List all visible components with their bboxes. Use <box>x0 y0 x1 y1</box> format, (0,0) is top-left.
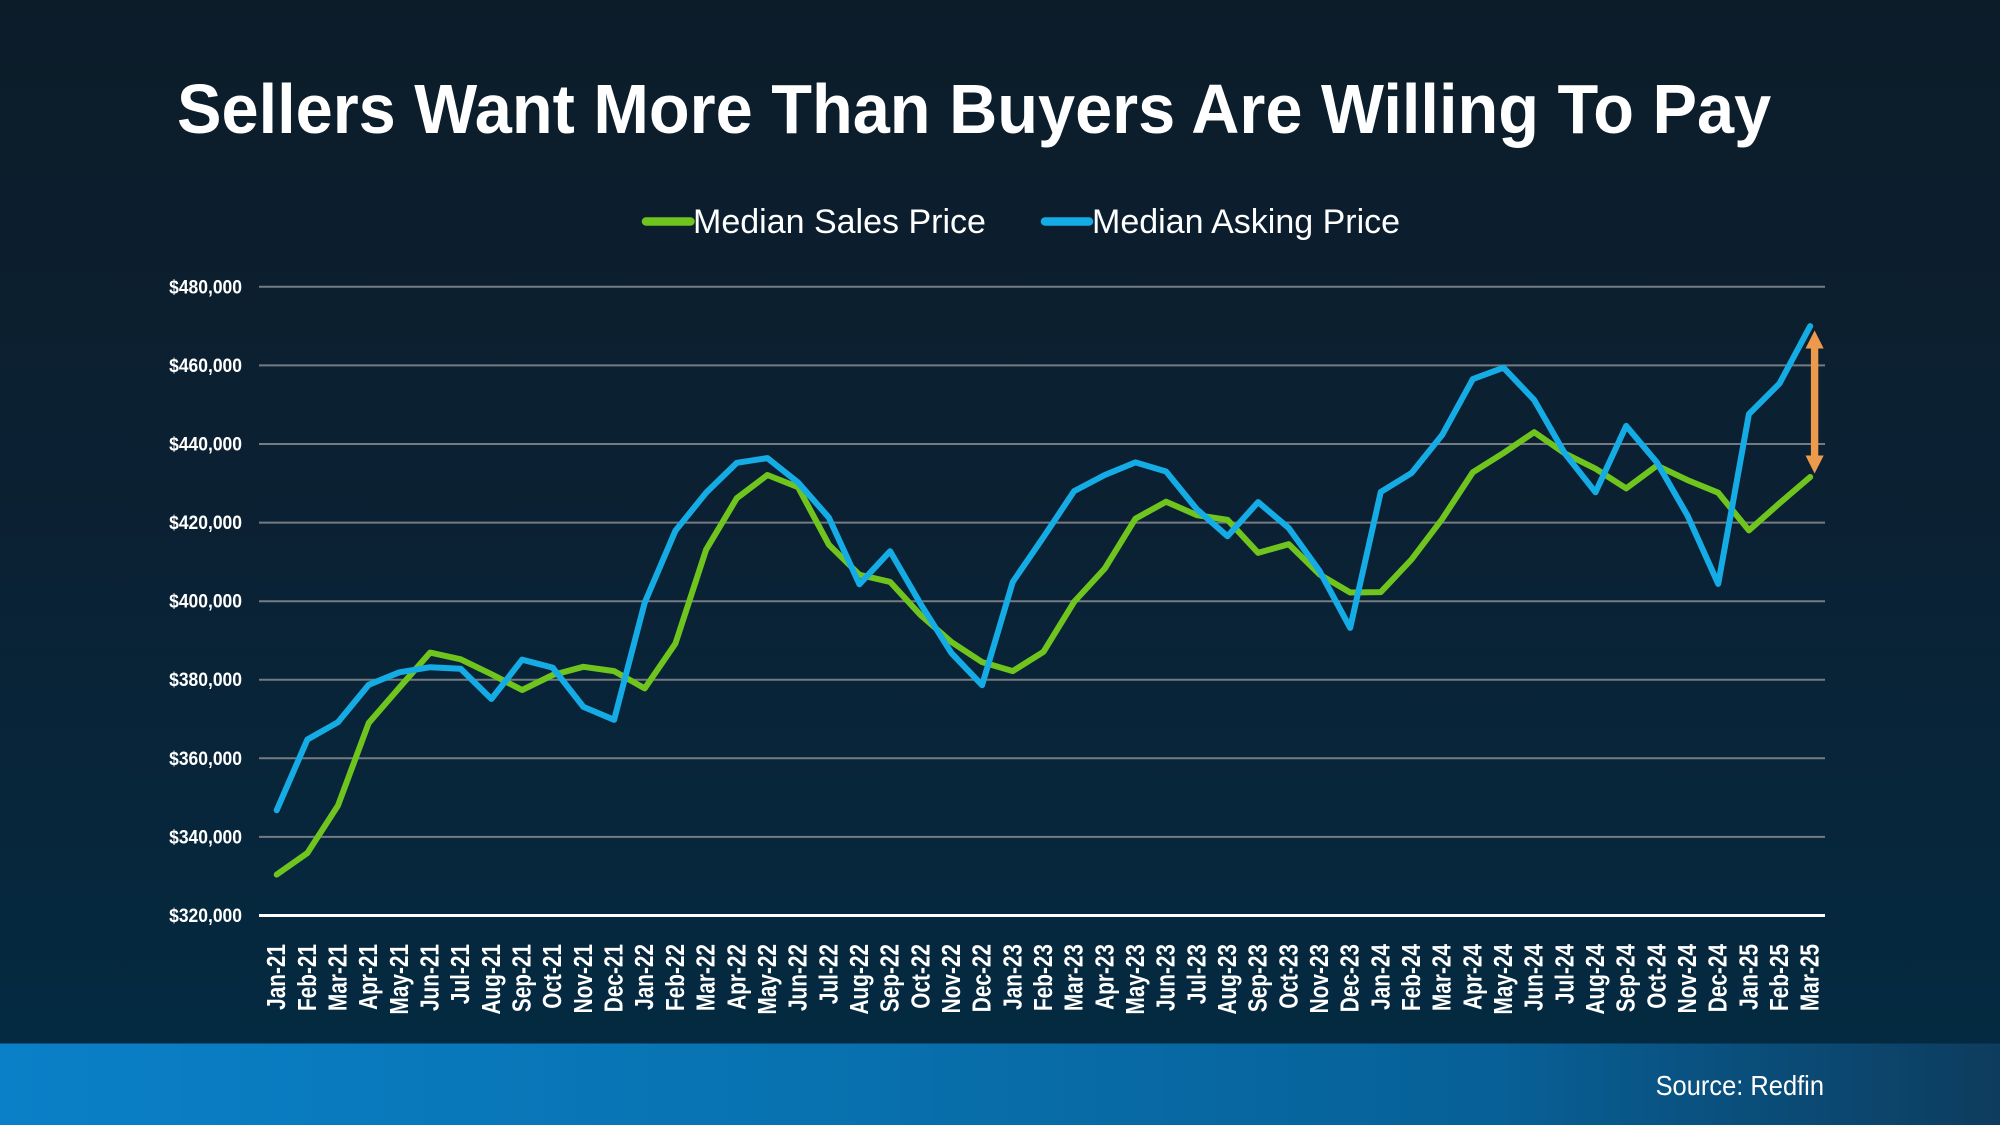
svg-text:Dec-21: Dec-21 <box>599 944 628 1012</box>
svg-text:Jul-22: Jul-22 <box>814 944 843 1004</box>
svg-text:Sep-22: Sep-22 <box>875 944 904 1012</box>
svg-text:$480,000: $480,000 <box>169 276 242 298</box>
svg-text:$400,000: $400,000 <box>169 590 242 612</box>
svg-text:Dec-22: Dec-22 <box>967 944 996 1012</box>
svg-text:Nov-21: Nov-21 <box>569 944 598 1013</box>
svg-text:Mar-25: Mar-25 <box>1796 944 1825 1011</box>
svg-text:$420,000: $420,000 <box>169 511 242 533</box>
svg-text:Jan-23: Jan-23 <box>998 944 1027 1010</box>
svg-text:Oct-24: Oct-24 <box>1642 944 1671 1009</box>
svg-text:Feb-21: Feb-21 <box>293 944 322 1011</box>
svg-text:Jul-21: Jul-21 <box>446 944 475 1004</box>
svg-text:Jan-21: Jan-21 <box>262 944 291 1010</box>
svg-text:Aug-22: Aug-22 <box>845 944 874 1014</box>
svg-text:Jul-24: Jul-24 <box>1550 944 1579 1004</box>
svg-text:Aug-23: Aug-23 <box>1213 944 1242 1014</box>
svg-text:$380,000: $380,000 <box>169 669 242 691</box>
svg-text:$360,000: $360,000 <box>169 747 242 769</box>
svg-text:Median Asking Price: Median Asking Price <box>1092 203 1400 241</box>
svg-text:Dec-23: Dec-23 <box>1336 944 1365 1012</box>
svg-text:Sep-21: Sep-21 <box>507 944 536 1012</box>
svg-text:May-22: May-22 <box>753 944 782 1014</box>
svg-text:Apr-23: Apr-23 <box>1090 944 1119 1010</box>
svg-text:Feb-22: Feb-22 <box>661 944 690 1011</box>
svg-text:Source: Redfin: Source: Redfin <box>1656 1070 1824 1101</box>
svg-text:$460,000: $460,000 <box>169 354 242 376</box>
svg-text:Apr-22: Apr-22 <box>722 944 751 1010</box>
svg-text:Mar-24: Mar-24 <box>1428 944 1457 1011</box>
svg-text:Mar-21: Mar-21 <box>323 944 352 1011</box>
svg-text:$340,000: $340,000 <box>169 826 242 848</box>
svg-text:Sep-23: Sep-23 <box>1243 944 1272 1012</box>
svg-text:Nov-22: Nov-22 <box>937 944 966 1013</box>
svg-text:Jan-25: Jan-25 <box>1734 944 1763 1010</box>
svg-text:Dec-24: Dec-24 <box>1704 944 1733 1012</box>
svg-text:Nov-24: Nov-24 <box>1673 944 1702 1013</box>
svg-text:Sellers Want More Than Buyers: Sellers Want More Than Buyers Are Willin… <box>177 71 1771 149</box>
svg-text:Jan-24: Jan-24 <box>1366 944 1395 1010</box>
svg-text:May-21: May-21 <box>385 944 414 1014</box>
svg-text:Jun-23: Jun-23 <box>1151 944 1180 1011</box>
svg-text:Median Sales Price: Median Sales Price <box>693 203 986 241</box>
svg-text:Oct-22: Oct-22 <box>906 944 935 1009</box>
svg-text:Apr-24: Apr-24 <box>1458 944 1487 1010</box>
svg-text:Nov-23: Nov-23 <box>1305 944 1334 1013</box>
svg-text:Jul-23: Jul-23 <box>1182 944 1211 1004</box>
svg-text:$440,000: $440,000 <box>169 433 242 455</box>
svg-text:Feb-25: Feb-25 <box>1765 944 1794 1011</box>
svg-text:Mar-23: Mar-23 <box>1059 944 1088 1011</box>
svg-text:Jan-22: Jan-22 <box>630 944 659 1010</box>
svg-text:May-23: May-23 <box>1121 944 1150 1014</box>
svg-text:Sep-24: Sep-24 <box>1612 944 1641 1012</box>
svg-text:Jun-22: Jun-22 <box>783 944 812 1011</box>
svg-text:Feb-23: Feb-23 <box>1029 944 1058 1011</box>
svg-text:Jun-24: Jun-24 <box>1520 944 1549 1011</box>
svg-text:$320,000: $320,000 <box>169 904 242 926</box>
svg-text:Aug-21: Aug-21 <box>477 944 506 1014</box>
svg-text:Oct-21: Oct-21 <box>538 944 567 1009</box>
svg-text:Jun-21: Jun-21 <box>415 944 444 1011</box>
svg-text:Feb-24: Feb-24 <box>1397 944 1426 1011</box>
svg-text:Oct-23: Oct-23 <box>1274 944 1303 1009</box>
svg-text:May-24: May-24 <box>1489 944 1518 1014</box>
svg-text:Apr-21: Apr-21 <box>354 944 383 1010</box>
svg-text:Aug-24: Aug-24 <box>1581 944 1610 1014</box>
svg-text:Mar-22: Mar-22 <box>691 944 720 1011</box>
